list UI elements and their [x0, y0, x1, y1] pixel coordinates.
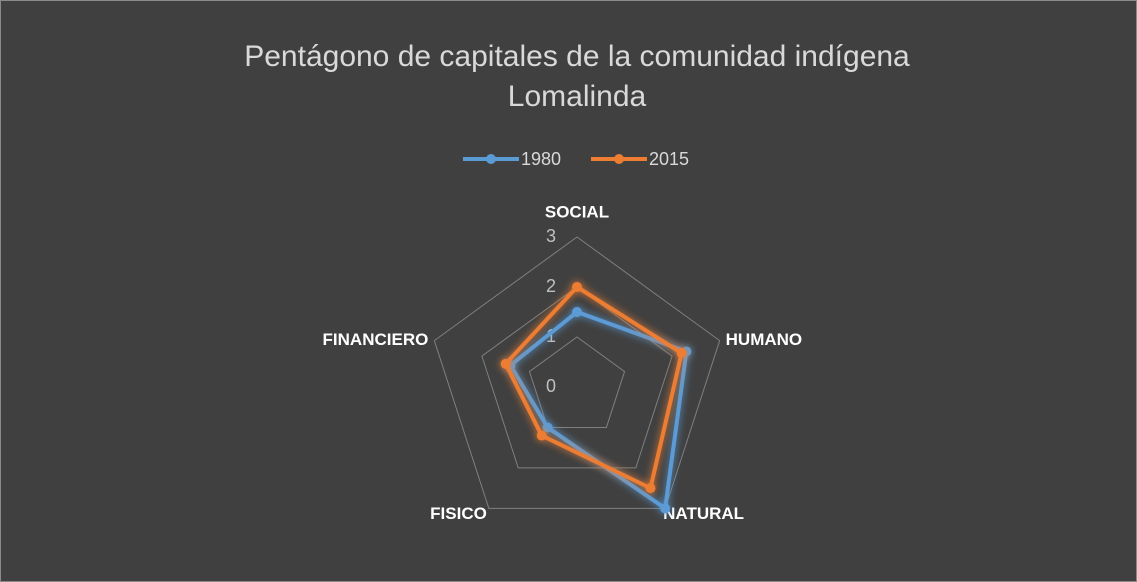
data-point: [572, 282, 582, 292]
r-tick-label: 3: [546, 226, 556, 246]
data-point: [500, 358, 511, 369]
data-point: [542, 422, 553, 433]
chart-title: Pentágono de capitales de la comunidad i…: [244, 40, 910, 113]
data-point: [572, 307, 582, 317]
data-point: [645, 483, 656, 494]
data-point: [536, 430, 547, 441]
legend-label: 2015: [649, 149, 689, 169]
r-tick-label: 1: [546, 326, 556, 346]
grid-line: [528, 336, 626, 428]
category-label: FINANCIERO: [323, 330, 429, 349]
category-label: FISICO: [430, 504, 487, 523]
category-label: NATURAL: [663, 504, 744, 523]
series: [500, 282, 687, 494]
category-label: HUMANO: [726, 330, 803, 349]
grid-line: [481, 286, 673, 469]
data-point: [660, 503, 671, 514]
r-tick-label: 0: [546, 376, 556, 396]
legend-marker: [486, 154, 496, 164]
legend-marker: [614, 154, 624, 164]
r-tick-label: 2: [546, 276, 556, 296]
data-point: [676, 348, 687, 359]
grid-line: [433, 236, 721, 509]
series-line: [503, 285, 684, 491]
category-label: SOCIAL: [545, 202, 609, 221]
legend-label: 1980: [521, 149, 561, 169]
